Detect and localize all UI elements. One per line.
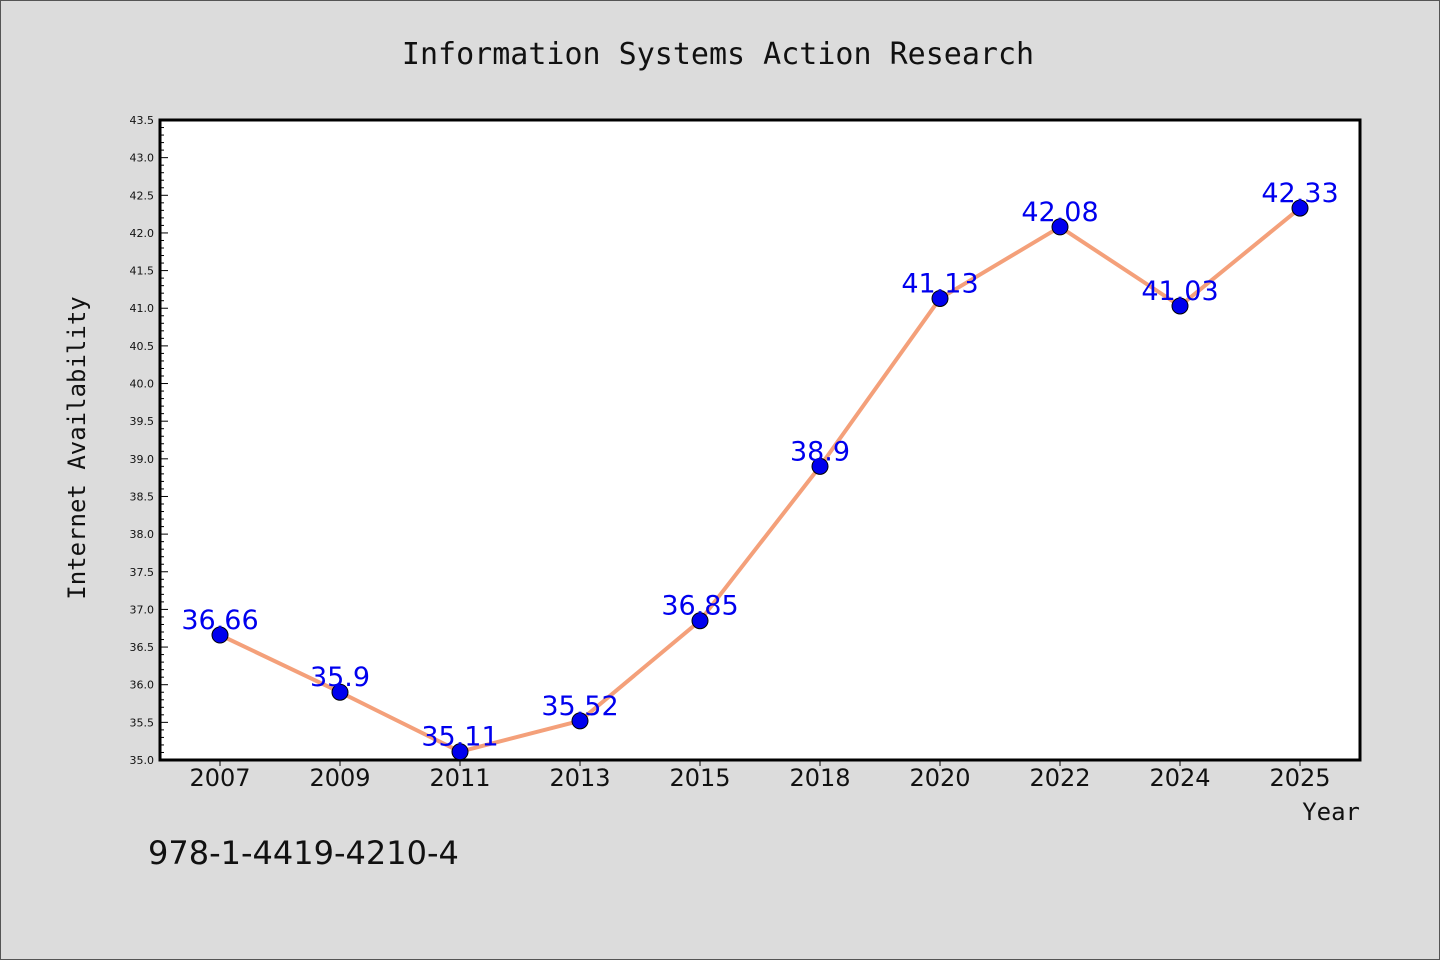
y-tick-label: 42.5 (130, 189, 155, 202)
data-label: 35.9 (310, 662, 370, 693)
x-tick-label: 2015 (669, 764, 730, 792)
y-tick-label: 38.5 (130, 490, 155, 503)
y-tick-label: 37.0 (130, 603, 155, 616)
data-point (811, 457, 829, 475)
data-label: 42.08 (1021, 197, 1098, 228)
x-tick-label: 2025 (1269, 764, 1330, 792)
y-tick-label: 37.5 (130, 566, 155, 579)
plot-area (158, 118, 1362, 762)
data-label: 41.13 (901, 268, 978, 299)
y-tick-label: 40.5 (130, 340, 155, 353)
data-label: 35.11 (421, 722, 498, 753)
y-tick-label: 39.0 (130, 453, 155, 466)
y-tick-label: 36.0 (130, 679, 155, 692)
y-tick-label: 42.0 (130, 227, 155, 240)
data-point (571, 712, 589, 730)
data-label: 36.66 (181, 605, 258, 636)
x-tick-label: 2011 (429, 764, 490, 792)
y-tick-label: 38.0 (130, 528, 155, 541)
data-point (691, 612, 709, 630)
data-point (1171, 297, 1189, 315)
y-tick-label: 35.0 (130, 754, 155, 767)
x-tick-label: 2013 (549, 764, 610, 792)
chart-title: Information Systems Action Research (402, 37, 1034, 72)
data-label: 35.52 (541, 691, 618, 722)
y-tick-label: 40.0 (130, 378, 155, 391)
data-point (1291, 199, 1309, 217)
x-tick-label: 2024 (1149, 764, 1210, 792)
data-point (931, 289, 949, 307)
y-tick-label: 43.0 (130, 152, 155, 165)
x-tick-label: 2022 (1029, 764, 1090, 792)
isbn-text: 978-1-4419-4210-4 (148, 834, 459, 872)
data-label: 38.9 (790, 436, 850, 467)
series-line-group (218, 206, 1302, 754)
x-tick-label: 2009 (309, 764, 370, 792)
x-tick-label: 2018 (789, 764, 850, 792)
x-axis-ticks: 2007 2009 2011 2013 2015 2018 2020 2022 2024 2025 (189, 760, 1331, 792)
data-markers (211, 199, 1309, 761)
y-tick-label: 43.5 (130, 114, 155, 127)
data-point (211, 626, 229, 644)
y-tick-label: 41.0 (130, 302, 155, 315)
x-axis-label: Year (1302, 798, 1360, 826)
x-tick-label: 2020 (909, 764, 970, 792)
x-tick-label: 2007 (189, 764, 250, 792)
data-point (331, 683, 349, 701)
y-tick-label: 39.5 (130, 415, 155, 428)
y-tick-label: 41.5 (130, 265, 155, 278)
data-label: 41.03 (1141, 276, 1218, 307)
data-label: 42.33 (1261, 178, 1338, 209)
data-point (1051, 218, 1069, 236)
y-axis-label: Internet Availability (63, 296, 91, 599)
y-tick-label: 36.5 (130, 641, 155, 654)
data-label: 36.85 (661, 591, 738, 622)
data-labels: 36.66 35.9 35.11 35.52 36.85 38.9 41.13 42.08 41… (181, 178, 1338, 753)
y-tick-label: 35.5 (130, 716, 155, 729)
series-line (218, 206, 1302, 754)
y-axis-ticks: 35.0 35.5 36.0 36.5 37.0 37.5 38.0 38.5 39.0 39.5… (130, 114, 168, 767)
data-point (451, 743, 469, 761)
